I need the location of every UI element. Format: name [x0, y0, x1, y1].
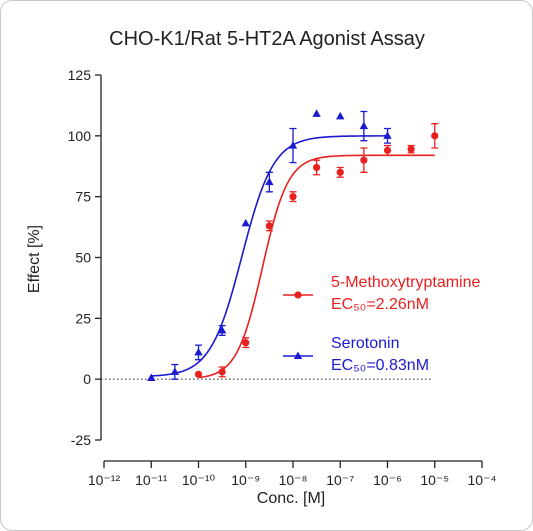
legend-ec50: EC₅₀=0.83nM	[331, 357, 429, 374]
x-tick-label: 10⁻¹²	[88, 472, 121, 488]
y-tick-label: -25	[71, 432, 91, 448]
data-point	[336, 111, 345, 120]
x-tick-label: 10⁻⁹	[231, 472, 260, 488]
legend-marker	[293, 351, 303, 359]
legend-label: Serotonin	[331, 335, 400, 352]
data-point	[147, 373, 156, 381]
data-point	[194, 347, 203, 356]
x-tick-label: 10⁻⁸	[279, 472, 308, 488]
data-point	[360, 156, 368, 164]
legend-marker	[294, 291, 302, 299]
x-tick-label: 10⁻¹⁰	[182, 472, 216, 488]
data-point	[241, 218, 250, 227]
fit-curve	[198, 154, 435, 379]
data-point	[359, 121, 369, 130]
data-point	[289, 193, 297, 201]
chart-title: CHO-K1/Rat 5-HT2A Agonist Assay	[109, 28, 425, 50]
x-tick-label: 10⁻⁷	[326, 472, 354, 488]
y-tick-label: 75	[75, 189, 91, 205]
data-point	[407, 145, 415, 153]
x-tick-label: 10⁻⁴	[468, 472, 497, 488]
data-point	[218, 368, 226, 376]
x-axis-label: Conc. [M]	[257, 490, 325, 507]
data-point	[265, 222, 273, 230]
y-tick-label: 25	[75, 310, 91, 326]
data-point	[383, 131, 392, 139]
y-tick-label: 0	[83, 371, 91, 387]
data-point	[312, 109, 321, 117]
y-tick-label: 125	[68, 67, 92, 83]
data-point	[265, 177, 274, 186]
data-point	[242, 339, 250, 347]
data-point	[313, 163, 321, 172]
data-point	[288, 141, 298, 149]
x-tick-label: 10⁻¹¹	[135, 472, 168, 488]
data-point	[217, 326, 227, 334]
y-tick-label: 100	[68, 128, 92, 144]
data-point	[194, 370, 203, 378]
legend-label: 5-Methoxytryptamine	[331, 274, 480, 291]
data-point	[383, 146, 392, 155]
data-point	[170, 367, 180, 375]
y-axis-label: Effect [%]	[26, 225, 43, 293]
x-tick-label: 10⁻⁵	[420, 472, 449, 488]
legend-ec50: EC₅₀=2.26nM	[331, 296, 429, 313]
y-tick-label: 50	[75, 250, 91, 266]
x-tick-label: 10⁻⁶	[373, 472, 402, 488]
data-point	[336, 168, 344, 176]
data-point	[431, 132, 439, 140]
